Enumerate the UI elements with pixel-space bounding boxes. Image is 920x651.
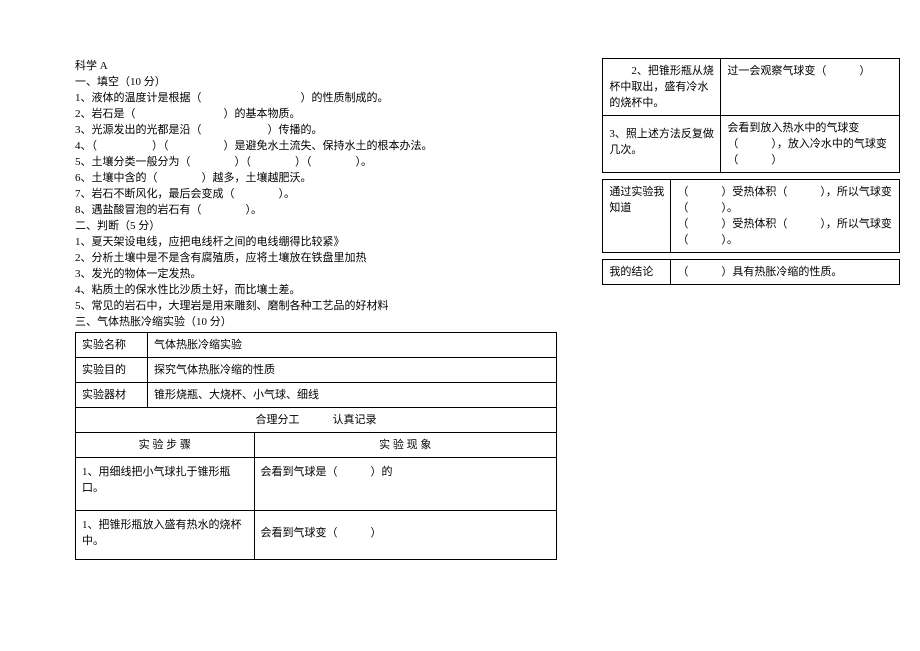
cell-label: 实验名称 [76,333,148,358]
section-1-heading: 一、填空（10 分） [75,74,594,90]
table-row: 实 验 步 骤 实 验 现 象 1、用细线把小气球扎于锥形瓶口。 会看到气球是（… [76,433,557,560]
table-row: 我的结论 （ ）具有热胀冷缩的性质。 [603,260,900,285]
cell-value: 探究气体热胀冷缩的性质 [148,358,557,383]
cell-step: 2、把锥形瓶从烧杯中取出，盛有冷水的烧杯中。 [603,59,721,116]
experiment-result-table: 我的结论 （ ）具有热胀冷缩的性质。 [602,259,900,285]
table-row: 实验目的 探究气体热胀冷缩的性质 [76,358,557,383]
cell-header: 实 验 步 骤 [76,433,254,458]
cell-label: 实验器材 [76,383,148,408]
experiment-table-right: 2、把锥形瓶从烧杯中取出，盛有冷水的烧杯中。 过一会观察气球变（ ） 3、照上述… [602,58,900,173]
fill-q5: 5、土壤分类一般分为（ ）（ ）（ ）。 [75,154,594,170]
cell-phenomenon: 会看到气球是（ ）的 [254,458,556,511]
judge-q2: 2、分析土壤中是不是含有腐殖质，应将土壤放在铁盘里加热 [75,250,594,266]
cell-value: 气体热胀冷缩实验 [148,333,557,358]
judge-q5: 5、常见的岩石中，大理岩是用来雕刻、磨制各种工艺品的好材料 [75,298,594,314]
cell-step: 1、把锥形瓶放入盛有热水的烧杯中。 [76,511,254,560]
cell-phenomenon: 过一会观察气球变（ ） [721,59,900,116]
table-row: 实验器材 锥形烧瓶、大烧杯、小气球、细线 [76,383,557,408]
table-row: 2、把锥形瓶从烧杯中取出，盛有冷水的烧杯中。 过一会观察气球变（ ） [603,59,900,116]
cell-label: 实验目的 [76,358,148,383]
table-row: 实验名称 气体热胀冷缩实验 [76,333,557,358]
left-column: 科学 A 一、填空（10 分） 1、液体的温度计是根据（ ）的性质制成的。 2、… [75,58,594,560]
section-2-heading: 二、判断（5 分） [75,218,594,234]
cell-step: 1、用细线把小气球扎于锥形瓶口。 [76,458,254,511]
cell-value: （ ）具有热胀冷缩的性质。 [671,260,900,285]
cell-value: 锥形烧瓶、大烧杯、小气球、细线 [148,383,557,408]
judge-q4: 4、粘质土的保水性比沙质土好，而比壤土差。 [75,282,594,298]
table-row: 3、照上述方法反复做几次。 会看到放入热水中的气球变（ ），放入冷水中的气球变（… [603,116,900,173]
fill-q4: 4、（ ）（ ）是避免水土流失、保持水土的根本办法。 [75,138,594,154]
title: 科学 A [75,58,594,74]
cell-header: 实 验 现 象 [254,433,556,458]
fill-q3: 3、光源发出的光都是沿（ ）传播的。 [75,122,594,138]
cell-phenomenon: 会看到放入热水中的气球变（ ），放入冷水中的气球变（ ） [721,116,900,173]
cell-step: 3、照上述方法反复做几次。 [603,116,721,173]
cell-phenomenon: 会看到气球变（ ） [254,511,556,560]
right-column: 2、把锥形瓶从烧杯中取出，盛有冷水的烧杯中。 过一会观察气球变（ ） 3、照上述… [602,58,902,560]
experiment-table-left: 实验名称 气体热胀冷缩实验 实验目的 探究气体热胀冷缩的性质 实验器材 锥形烧瓶… [75,332,557,560]
judge-q3: 3、发光的物体一定发热。 [75,266,594,282]
fill-q6: 6、土壤中含的（ ）越多，土壤越肥沃。 [75,170,594,186]
section-3-heading: 三、气体热胀冷缩实验（10 分） [75,314,594,330]
cell-nested: 实 验 步 骤 实 验 现 象 1、用细线把小气球扎于锥形瓶口。 会看到气球是（… [76,433,557,560]
cell-merged: 合理分工 认真记录 [76,408,557,433]
fill-q1: 1、液体的温度计是根据（ ）的性质制成的。 [75,90,594,106]
fill-q8: 8、遇盐酸冒泡的岩石有（ ）。 [75,202,594,218]
experiment-conclusion-table: 通过实验我知道 （ ）受热体积（ ），所以气球变（ ）。 （ ）受热体积（ ），… [602,179,900,253]
cell-value: （ ）受热体积（ ），所以气球变（ ）。 （ ）受热体积（ ），所以气球变（ ）… [671,180,900,253]
cell-label: 我的结论 [603,260,671,285]
table-row: 合理分工 认真记录 [76,408,557,433]
cell-label: 通过实验我知道 [603,180,671,253]
fill-q2: 2、岩石是（ ）的基本物质。 [75,106,594,122]
judge-q1: 1、夏天架设电线，应把电线杆之间的电线绷得比较紧》 [75,234,594,250]
fill-q7: 7、岩石不断风化，最后会变成（ ）。 [75,186,594,202]
table-row: 通过实验我知道 （ ）受热体积（ ），所以气球变（ ）。 （ ）受热体积（ ），… [603,180,900,253]
